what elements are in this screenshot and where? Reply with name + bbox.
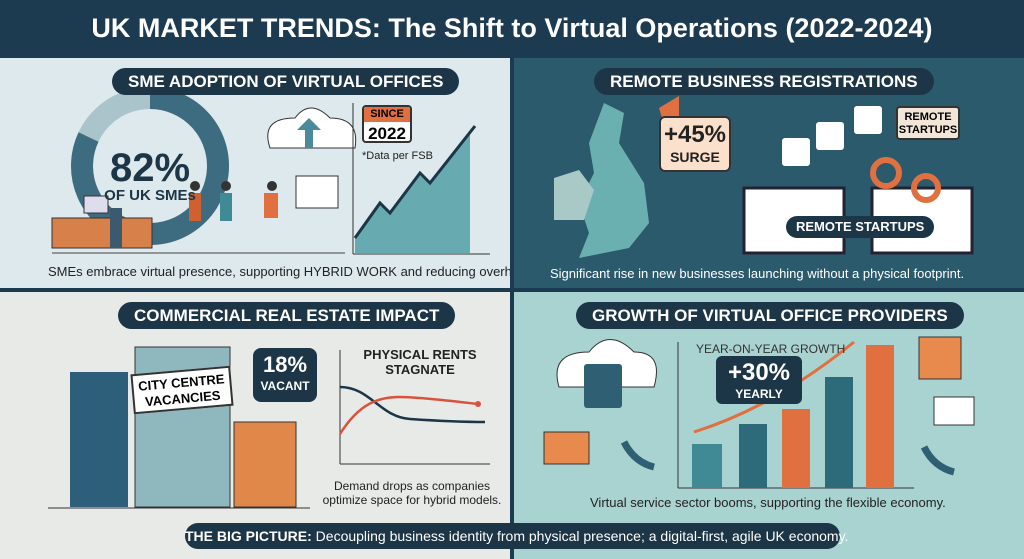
sme-illustration [51, 87, 490, 255]
stat-value: +45% [663, 121, 727, 148]
stat-value: +30% [727, 359, 791, 386]
big-picture-banner: THE BIG PICTURE: Decoupling business ide… [185, 523, 848, 549]
app-logo-icon [816, 122, 844, 150]
desk-icon [51, 217, 153, 249]
rocket-icon [854, 106, 882, 134]
panel-real-estate: COMMERCIAL REAL ESTATE IMPACT CITY CENTR… [0, 292, 510, 559]
section-heading: GROWTH OF VIRTUAL OFFICE PROVIDERS [576, 302, 964, 329]
cloud-icon [556, 339, 657, 388]
stat-label: YEARLY [735, 387, 783, 401]
google-icon [782, 138, 810, 166]
mail-alert-icon [933, 396, 975, 426]
tower-left-icon [70, 372, 128, 507]
uk-map-icon [579, 103, 649, 258]
banner-text: Decoupling business identity from physic… [311, 528, 849, 544]
panel-remote-registrations: REMOTE BUSINESS REGISTRATIONS +45% SURGE… [514, 58, 1024, 288]
donut-fill [71, 87, 229, 245]
caption: Demand drops as companies optimize space … [322, 479, 502, 507]
panel-sme-adoption: SME ADOPTION OF VIRTUAL OFFICES 82% OF U… [0, 58, 510, 288]
caption: SMEs embrace virtual presence, supportin… [48, 264, 510, 279]
chair-icon [110, 208, 122, 248]
caption: Significant rise in new businesses launc… [550, 266, 965, 281]
page-title: UK MARKET TRENDS: The Shift to Virtual O… [0, 0, 1024, 56]
caption-line-1: Demand drops as companies [333, 479, 491, 493]
bar-4 [825, 377, 853, 488]
section-heading: COMMERCIAL REAL ESTATE IMPACT [118, 302, 456, 329]
stat-value: 18% [262, 352, 308, 377]
bar-3 [782, 409, 810, 488]
bar-5 [866, 345, 894, 488]
caption: Virtual service sector booms, supporting… [590, 495, 946, 510]
stat-label: VACANT [260, 379, 310, 393]
section-heading: REMOTE BUSINESS REGISTRATIONS [594, 68, 934, 95]
people-icon [189, 181, 278, 221]
stat-label: OF UK SMEs [104, 187, 196, 204]
chart-title: PHYSICAL RENTS STAGNATE [363, 347, 477, 377]
phone-icon [620, 440, 655, 471]
bar-2 [739, 424, 767, 488]
rent-chart [338, 350, 490, 465]
remote-startups-bubble: REMOTE STARTUPS [896, 106, 960, 140]
badge-top: SINCE [364, 107, 410, 122]
vacant-callout: 18% VACANT [253, 348, 317, 402]
gear-icon-2 [911, 173, 941, 203]
panel-providers: GROWTH OF VIRTUAL OFFICE PROVIDERS YEAR-… [514, 292, 1024, 559]
calendar-badge: SINCE 2022 [362, 105, 412, 143]
section-heading: SME ADOPTION OF VIRTUAL OFFICES [112, 68, 460, 95]
mail-icon [543, 431, 590, 465]
badge-year: 2022 [368, 124, 406, 143]
providers-illustration [543, 336, 975, 489]
bar-1 [692, 444, 722, 488]
mail-icon-2 [918, 336, 962, 380]
source-note: *Data per FSB [362, 150, 433, 162]
gear-icon [870, 157, 902, 189]
laptop-label: REMOTE STARTUPS [786, 216, 935, 238]
rent-line-endpoint [475, 401, 481, 407]
stat-label: SURGE [670, 149, 720, 165]
monitor-icon [83, 195, 109, 214]
growth-chart-icon [352, 103, 490, 255]
caption-line-2: optimize space for hybrid models. [322, 493, 502, 507]
upload-arrow-icon [297, 118, 321, 148]
stat-value: 82% [109, 146, 191, 190]
ireland-map-icon [554, 170, 594, 220]
phone-icon-2 [920, 445, 955, 476]
growth-callout: +30% YEARLY [716, 356, 802, 404]
demand-line [339, 385, 486, 424]
chart-title: YEAR-ON-YEAR GROWTH [696, 342, 846, 356]
banner-label: THE BIG PICTURE: [185, 528, 312, 544]
laptop-icon [295, 175, 339, 209]
real-estate-illustration [48, 346, 490, 509]
rent-line [338, 395, 479, 435]
surge-callout: +45% SURGE [659, 116, 731, 172]
building-orange-icon [233, 421, 297, 508]
server-icon [584, 364, 622, 408]
